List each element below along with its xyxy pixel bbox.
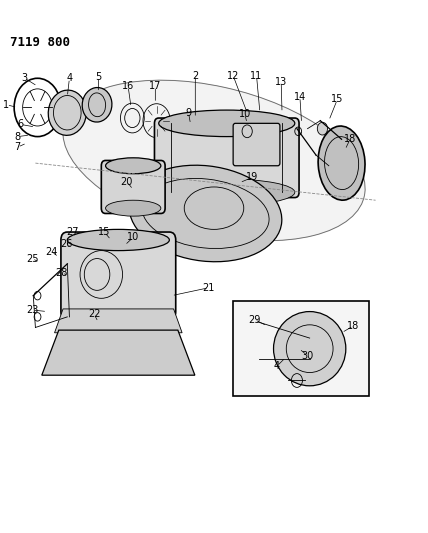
Ellipse shape (67, 229, 169, 251)
Ellipse shape (129, 165, 282, 262)
Circle shape (317, 122, 327, 135)
Text: 9: 9 (185, 108, 192, 118)
Text: 13: 13 (275, 77, 287, 87)
Text: 10: 10 (127, 232, 140, 243)
Text: 12: 12 (227, 70, 239, 80)
Text: 27: 27 (67, 227, 79, 237)
Text: 26: 26 (60, 239, 72, 249)
Text: 3: 3 (22, 73, 28, 83)
Text: 23: 23 (26, 305, 38, 315)
Text: 16: 16 (122, 81, 134, 91)
Ellipse shape (273, 312, 346, 386)
Text: 18: 18 (344, 134, 356, 144)
Polygon shape (42, 330, 195, 375)
Ellipse shape (63, 80, 365, 241)
Text: 4: 4 (274, 361, 280, 371)
Text: 7: 7 (15, 142, 21, 152)
Text: 20: 20 (121, 176, 133, 187)
Text: 15: 15 (331, 94, 344, 104)
Ellipse shape (82, 87, 112, 122)
Text: 1: 1 (3, 100, 9, 110)
Bar (233, 301, 369, 397)
Text: 4: 4 (66, 73, 72, 83)
FancyBboxPatch shape (155, 118, 299, 198)
Ellipse shape (159, 110, 295, 136)
Text: 29: 29 (248, 314, 261, 325)
Text: 2: 2 (192, 70, 199, 80)
Text: 14: 14 (294, 92, 306, 102)
Text: 17: 17 (149, 81, 161, 91)
FancyBboxPatch shape (61, 232, 176, 319)
Text: 5: 5 (95, 71, 101, 82)
FancyBboxPatch shape (101, 160, 165, 214)
Text: 21: 21 (203, 282, 215, 293)
Ellipse shape (48, 90, 86, 135)
Text: 24: 24 (45, 247, 58, 257)
Text: 18: 18 (348, 321, 360, 331)
FancyBboxPatch shape (233, 123, 280, 166)
Ellipse shape (318, 126, 365, 200)
Ellipse shape (159, 179, 295, 206)
Ellipse shape (106, 158, 161, 174)
Text: 30: 30 (301, 351, 314, 361)
Ellipse shape (106, 200, 161, 216)
Text: 15: 15 (98, 227, 110, 237)
Text: 11: 11 (250, 70, 263, 80)
Polygon shape (54, 309, 182, 333)
Text: 22: 22 (88, 309, 100, 319)
Text: 28: 28 (56, 268, 68, 278)
Text: 8: 8 (15, 132, 21, 142)
Text: 10: 10 (238, 109, 251, 119)
Text: 19: 19 (246, 172, 259, 182)
Text: 7119 800: 7119 800 (10, 36, 70, 49)
Text: 6: 6 (18, 119, 24, 130)
Text: 25: 25 (26, 254, 38, 263)
